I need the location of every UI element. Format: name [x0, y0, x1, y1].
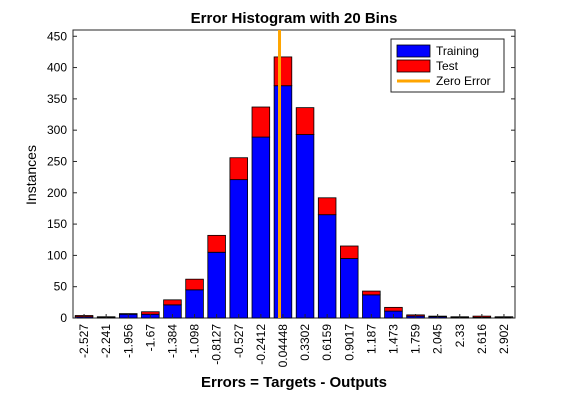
x-tick-label-14: 1.473: [386, 324, 400, 354]
y-tick-label-6: 300: [47, 123, 67, 137]
legend-label-test: Test: [436, 59, 459, 73]
bar-training-12: [340, 258, 359, 319]
bar-test-13: [362, 290, 381, 296]
bar-training-8: [251, 136, 271, 319]
bar-test-10: [295, 107, 315, 135]
legend-label-zero-error: Zero Error: [436, 74, 491, 88]
bar-test-14: [384, 306, 403, 312]
y-tick-label-7: 350: [47, 92, 67, 106]
x-tick-label-1: -2.241: [99, 324, 113, 358]
x-tick-label-0: -2.527: [77, 324, 91, 358]
x-tick-label-3: -1.67: [143, 324, 157, 352]
x-tick-label-18: 2.616: [475, 324, 489, 354]
y-tick-label-5: 250: [47, 154, 67, 168]
bar-test-4: [163, 299, 182, 306]
x-tick-label-10: 0.3302: [298, 324, 312, 361]
legend-label-training: Training: [436, 44, 479, 58]
bar-test-9: [273, 56, 293, 87]
legend-swatch-test: [396, 59, 431, 73]
bar-test-7: [229, 157, 248, 181]
bar-training-10: [295, 134, 315, 319]
bar-training-6: [207, 251, 226, 319]
bar-test-5: [185, 278, 204, 291]
y-tick-label-3: 150: [47, 217, 67, 231]
x-tick-label-12: 0.9017: [342, 324, 356, 361]
x-tick-label-4: -1.384: [165, 324, 179, 358]
y-axis-label: Instances: [23, 145, 39, 205]
bar-test-11: [317, 197, 337, 216]
x-tick-label-16: 2.045: [431, 324, 445, 354]
bar-training-7: [229, 179, 248, 319]
bar-test-6: [207, 234, 226, 253]
y-tick-label-4: 200: [47, 186, 67, 200]
bar-test-12: [340, 245, 359, 259]
x-axis-label: Errors = Targets - Outputs: [201, 374, 387, 391]
x-tick-label-7: -0.527: [232, 324, 246, 358]
x-tick-label-6: -0.8127: [210, 324, 224, 365]
x-tick-label-13: 1.187: [364, 324, 378, 354]
bar-test-3: [141, 311, 160, 315]
y-tick-label-1: 50: [54, 280, 68, 294]
x-tick-label-9: 0.04448: [276, 324, 290, 368]
x-tick-label-2: -1.956: [121, 324, 135, 358]
x-tick-label-11: 0.6159: [320, 324, 334, 361]
y-tick-label-8: 400: [47, 61, 67, 75]
bar-training-9: [273, 85, 293, 319]
x-tick-label-19: 2.902: [497, 324, 511, 354]
x-tick-label-5: -1.098: [188, 324, 202, 358]
bar-training-11: [317, 214, 337, 319]
y-tick-label-2: 100: [47, 248, 67, 262]
y-tick-label-9: 450: [47, 29, 67, 43]
bar-test-8: [251, 106, 271, 138]
x-tick-label-17: 2.33: [453, 324, 467, 348]
legend-swatch-training: [396, 44, 431, 58]
chart-title: Error Histogram with 20 Bins: [191, 10, 398, 27]
y-tick-label-0: 0: [60, 311, 67, 325]
x-tick-label-15: 1.759: [409, 324, 423, 354]
x-tick-label-8: -0.2412: [254, 324, 268, 365]
bar-training-5: [185, 289, 204, 319]
